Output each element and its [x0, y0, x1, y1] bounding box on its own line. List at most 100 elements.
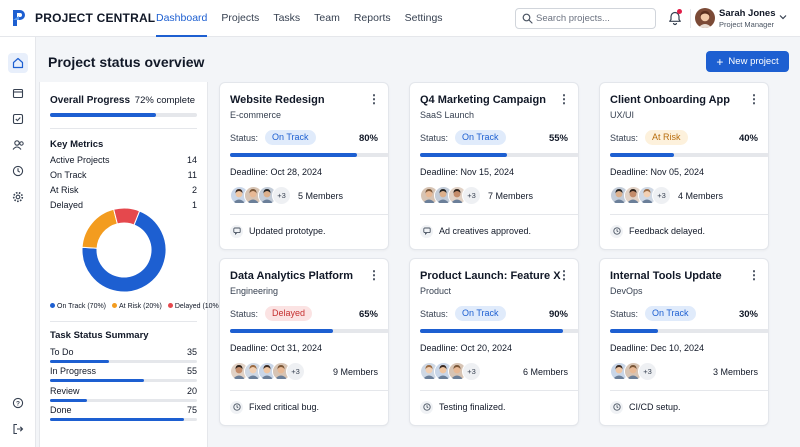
task-bar-fill: [50, 399, 87, 402]
nav-settings[interactable]: Settings: [404, 12, 443, 24]
status-label: Status:: [230, 309, 259, 319]
activity-text: Feedback delayed.: [629, 226, 706, 236]
project-category: E-commerce: [230, 110, 282, 120]
more-members-badge[interactable]: +3: [272, 186, 291, 205]
progress-bar-fill: [230, 153, 358, 157]
nav-dashboard[interactable]: Dashboard: [149, 0, 214, 37]
help-icon[interactable]: ?: [8, 393, 28, 413]
new-project-button[interactable]: + New project: [706, 51, 789, 72]
nav-reports[interactable]: Reports: [353, 12, 391, 24]
project-title[interactable]: Website Redesign: [230, 94, 325, 106]
progress-bar: [610, 153, 769, 157]
overall-progress-fill: [50, 113, 156, 117]
more-members-badge[interactable]: +3: [462, 186, 481, 205]
gear-icon[interactable]: [8, 187, 28, 207]
member-avatars[interactable]: +3: [230, 186, 291, 205]
project-category: SaaS Launch: [420, 110, 475, 120]
project-card[interactable]: Internal Tools Update ⋮ DevOps Status: O…: [599, 258, 769, 426]
chevron-down-icon[interactable]: [779, 14, 787, 20]
member-avatar[interactable]: [434, 362, 453, 381]
member-avatar[interactable]: [624, 186, 643, 205]
checkbox-icon[interactable]: [8, 109, 28, 129]
progress-percent: 90%: [548, 309, 568, 320]
clock-icon[interactable]: [8, 161, 28, 181]
member-avatars[interactable]: +3: [610, 186, 671, 205]
member-avatars[interactable]: +3: [230, 362, 305, 381]
more-options-icon[interactable]: ⋮: [368, 268, 380, 282]
member-avatar[interactable]: [638, 186, 657, 205]
more-members-badge[interactable]: +3: [462, 362, 481, 381]
activity-text: Fixed critical bug.: [249, 402, 320, 412]
users-icon[interactable]: [8, 135, 28, 155]
nav-tasks[interactable]: Tasks: [273, 12, 301, 24]
metric-label: Active Projects: [50, 155, 110, 165]
project-title[interactable]: Product Launch: Feature X: [420, 270, 561, 282]
status-badge: On Track: [645, 306, 696, 321]
more-options-icon[interactable]: ⋮: [368, 92, 380, 106]
search-icon: [522, 13, 533, 24]
clock-icon: [420, 400, 433, 414]
divider: [420, 390, 579, 391]
more-options-icon[interactable]: ⋮: [748, 92, 760, 106]
metric-label: Delayed: [50, 200, 84, 210]
project-title[interactable]: Q4 Marketing Campaign: [420, 94, 546, 106]
home-icon[interactable]: [8, 53, 28, 73]
latest-activity: Ad creatives approved.: [420, 224, 531, 238]
project-title[interactable]: Internal Tools Update: [610, 270, 722, 282]
nav-projects[interactable]: Projects: [221, 12, 260, 24]
main-nav: Dashboard Projects Tasks Team Reports Se…: [149, 0, 450, 37]
member-avatar[interactable]: [610, 186, 629, 205]
project-card[interactable]: Client Onboarding App ⋮ UX/UI Status: At…: [599, 82, 769, 250]
search-input[interactable]: [536, 10, 651, 27]
member-count: 7 Members: [488, 191, 534, 201]
member-avatar[interactable]: [258, 186, 277, 205]
project-card[interactable]: Data Analytics Platform ⋮ Engineering St…: [219, 258, 389, 426]
legend-dot: [50, 303, 55, 308]
latest-activity: CI/CD setup.: [610, 400, 681, 414]
divider: [50, 321, 197, 322]
nav-team[interactable]: Team: [314, 12, 340, 24]
project-title[interactable]: Data Analytics Platform: [230, 270, 354, 282]
project-card[interactable]: Product Launch: Feature X ⋮ Product Stat…: [409, 258, 579, 426]
progress-bar: [230, 153, 389, 157]
avatar[interactable]: [695, 8, 715, 28]
more-options-icon[interactable]: ⋮: [558, 92, 570, 106]
project-category: Engineering: [230, 286, 279, 296]
more-members-badge[interactable]: +3: [638, 362, 657, 381]
logout-icon[interactable]: [8, 419, 28, 439]
status-donut-chart: [81, 207, 167, 293]
more-options-icon[interactable]: ⋮: [748, 268, 760, 282]
task-count: 75: [186, 405, 197, 415]
deadline: Deadline: Nov 15, 2024: [420, 167, 515, 177]
member-avatar[interactable]: [230, 362, 249, 381]
more-options-icon[interactable]: ⋮: [558, 268, 570, 282]
page-title: Project status overview: [48, 54, 205, 70]
calendar-icon[interactable]: [8, 83, 28, 103]
legend-label: On Track (70%): [57, 303, 107, 310]
project-card[interactable]: Q4 Marketing Campaign ⋮ SaaS Launch Stat…: [409, 82, 579, 250]
user-name[interactable]: Sarah Jones: [719, 8, 776, 19]
task-bar: [50, 418, 197, 421]
progress-bar-fill: [230, 329, 334, 333]
member-avatars[interactable]: +3: [420, 362, 481, 381]
more-members-badge[interactable]: +3: [286, 362, 305, 381]
metric-value: 1: [191, 200, 197, 210]
member-avatar[interactable]: [420, 186, 439, 205]
member-avatar[interactable]: [258, 362, 277, 381]
member-avatar[interactable]: [272, 362, 291, 381]
member-avatars[interactable]: +3: [610, 362, 657, 381]
task-label: Done: [50, 405, 72, 415]
project-card[interactable]: Website Redesign ⋮ E-commerce Status: On…: [219, 82, 389, 250]
more-members-badge[interactable]: +3: [652, 186, 671, 205]
metric-row: Active Projects 14: [50, 155, 197, 165]
top-bar: PROJECT CENTRAL Dashboard Projects Tasks…: [0, 0, 800, 37]
member-avatar[interactable]: [624, 362, 643, 381]
project-title[interactable]: Client Onboarding App: [610, 94, 730, 106]
member-avatars[interactable]: +3: [420, 186, 481, 205]
task-bar: [50, 360, 197, 363]
status-badge: Delayed: [265, 306, 313, 321]
task-count: 20: [186, 386, 197, 396]
member-avatar[interactable]: [610, 362, 629, 381]
progress-bar: [420, 153, 579, 157]
search-box: [515, 8, 656, 29]
